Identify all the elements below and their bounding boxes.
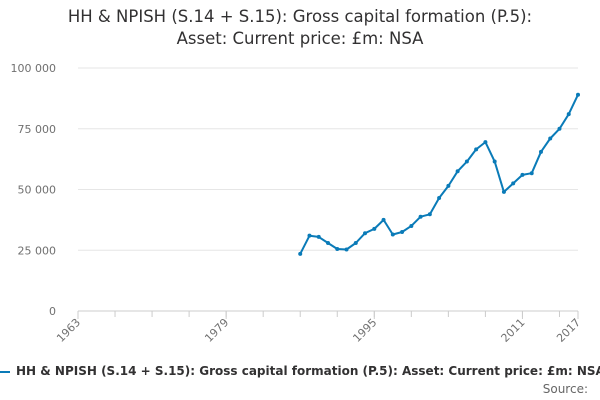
data-point	[400, 230, 405, 235]
data-point	[372, 226, 377, 231]
data-point	[446, 183, 451, 188]
data-point	[437, 196, 442, 201]
data-point	[390, 232, 395, 237]
y-tick-label: 0	[49, 305, 56, 318]
data-point	[344, 247, 349, 252]
x-tick-label: 2011	[499, 316, 528, 345]
y-tick-label: 100 000	[11, 62, 57, 75]
x-tick-label: 1979	[202, 316, 231, 345]
data-point	[566, 112, 571, 117]
x-tick-label: 2017	[554, 316, 583, 345]
series-line	[299, 93, 579, 255]
y-tick-label: 50 000	[18, 184, 57, 197]
legend[interactable]: HH & NPISH (S.14 + S.15): Gross capital …	[0, 364, 600, 378]
x-tick-label: 1995	[350, 316, 379, 345]
y-tick-label: 75 000	[18, 123, 57, 136]
chart-title-line-2: Asset: Current price: £m: NSA	[176, 29, 424, 48]
data-point	[464, 159, 469, 164]
data-point	[483, 140, 488, 145]
data-point	[427, 212, 432, 217]
data-point	[492, 159, 497, 164]
data-point	[557, 126, 562, 131]
source-label: Source:	[542, 382, 588, 396]
data-point	[316, 234, 321, 239]
data-point	[501, 189, 506, 194]
data-point	[576, 92, 580, 97]
data-point	[548, 136, 553, 141]
data-point	[326, 240, 330, 245]
data-point	[307, 233, 312, 238]
legend-label: HH & NPISH (S.14 + S.15): Gross capital …	[16, 364, 600, 378]
data-point	[520, 172, 525, 177]
data-point	[363, 231, 368, 236]
x-tick-label: 1963	[54, 316, 83, 345]
y-tick-label: 25 000	[18, 244, 57, 257]
legend-swatch	[0, 370, 10, 373]
data-point	[455, 169, 460, 174]
data-point	[418, 214, 423, 219]
data-point	[538, 149, 543, 154]
series-layer	[298, 92, 580, 256]
data-point	[381, 217, 386, 222]
data-point	[511, 181, 516, 186]
axis-layer: 0 25 000 50 000 75 000 100 000 1963 1979 1995 20…	[11, 62, 584, 345]
data-point	[298, 251, 303, 256]
data-point	[335, 247, 340, 252]
chart-title-line-1: HH & NPISH (S.14 + S.15): Gross capital …	[67, 7, 533, 26]
data-point	[474, 147, 479, 152]
data-point	[353, 240, 358, 245]
data-point	[529, 171, 534, 176]
line-chart: 0 25 000 50 000 75 000 100 000 1963 1979 1995 20…	[11, 62, 584, 345]
chart-title: HH & NPISH (S.14 + S.15): Gross capital …	[0, 6, 600, 50]
data-point	[409, 223, 414, 228]
